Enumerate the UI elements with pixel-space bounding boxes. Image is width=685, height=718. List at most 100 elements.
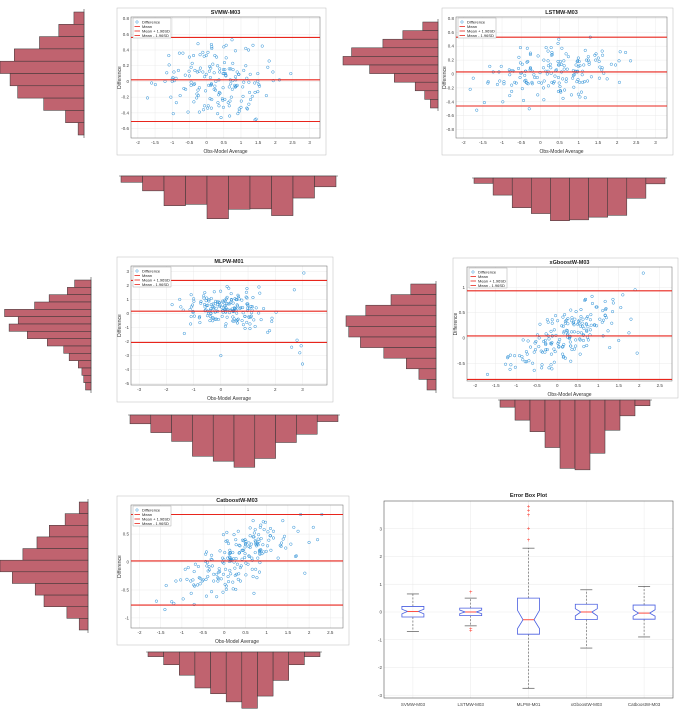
x-hist-bar: [275, 414, 297, 443]
difference-point: [576, 319, 581, 323]
difference-point: [592, 323, 597, 327]
x-hist-bar: [147, 651, 164, 657]
difference-point: [611, 301, 615, 305]
difference-point: [245, 107, 250, 111]
difference-point: [578, 95, 582, 99]
difference-point: [567, 336, 572, 340]
x-axis-label: Obs-Model Average: [207, 396, 251, 402]
difference-point: [533, 341, 537, 345]
difference-point: [226, 580, 231, 584]
difference-point: [264, 94, 268, 98]
difference-point: [189, 322, 193, 326]
difference-point: [579, 308, 583, 312]
difference-point: [635, 351, 639, 355]
difference-point: [249, 97, 253, 102]
difference-point: [565, 67, 569, 71]
x-hist-bar: [511, 177, 532, 208]
difference-point: [268, 534, 273, 538]
difference-point: [581, 338, 585, 343]
difference-point: [594, 52, 598, 56]
difference-point: [206, 50, 210, 54]
difference-point: [307, 540, 311, 545]
difference-point: [302, 271, 306, 275]
x-tick-label: 0.5: [575, 383, 582, 388]
difference-point: [242, 68, 246, 72]
x-hist-bar: [185, 175, 208, 205]
difference-point: [186, 566, 190, 570]
difference-point: [571, 73, 575, 77]
difference-point: [209, 83, 213, 87]
x-hist-bar: [316, 414, 339, 422]
difference-point: [540, 81, 544, 85]
difference-point: [549, 329, 553, 333]
difference-point: [557, 63, 561, 67]
difference-point: [213, 53, 217, 58]
y-hist-bar: [345, 315, 437, 327]
difference-point: [240, 298, 244, 302]
difference-point: [537, 336, 541, 340]
difference-point: [521, 338, 525, 342]
difference-point: [220, 314, 224, 318]
x-hist-bar: [194, 651, 211, 689]
difference-point: [253, 528, 257, 532]
legend-label: Mean - 1.96SD: [142, 33, 169, 38]
difference-point: [610, 321, 614, 325]
x-hist-bar: [604, 399, 621, 431]
y-hist-bar: [422, 21, 439, 31]
difference-point: [178, 297, 182, 302]
difference-point: [303, 571, 307, 575]
difference-point: [585, 315, 590, 319]
difference-point: [530, 69, 534, 73]
difference-point: [562, 64, 566, 68]
y-tick-label: 1: [126, 297, 129, 302]
y-hist-bar: [78, 618, 89, 631]
x-hist-bar: [607, 177, 628, 216]
y-hist-bar: [383, 347, 437, 359]
difference-point: [192, 83, 196, 87]
y-hist-bar: [34, 301, 92, 310]
difference-point: [572, 73, 576, 77]
y-tick-label: 3: [126, 269, 129, 274]
difference-point: [589, 75, 593, 79]
difference-point: [237, 551, 241, 555]
chart-title: SVMW-M03: [211, 10, 241, 16]
difference-point: [562, 342, 566, 347]
outlier-marker: +: [527, 509, 531, 515]
difference-point: [243, 543, 248, 547]
difference-point: [258, 525, 262, 529]
difference-point: [579, 315, 583, 319]
difference-point: [608, 346, 612, 350]
x-tick-label: 1: [247, 387, 250, 392]
x-hist-bar: [499, 399, 516, 408]
difference-point: [243, 545, 247, 549]
difference-point: [548, 62, 552, 66]
difference-point: [585, 328, 589, 332]
difference-point: [204, 72, 208, 76]
y-hist-bar: [369, 64, 439, 74]
difference-point: [579, 90, 583, 94]
difference-point: [245, 320, 249, 324]
difference-point: [244, 539, 248, 543]
x-tick-label: 0.5: [221, 140, 228, 145]
difference-point: [228, 548, 232, 552]
legend-label: Mean: [478, 274, 488, 279]
difference-point: [216, 112, 220, 116]
difference-point: [571, 76, 575, 80]
difference-point: [554, 314, 558, 318]
x-axis-label: Obs-Model Average: [547, 392, 591, 398]
difference-point: [543, 338, 547, 343]
difference-point: [600, 53, 605, 57]
difference-point: [586, 338, 590, 342]
difference-point: [225, 301, 229, 306]
difference-point: [606, 329, 610, 333]
difference-point: [216, 101, 220, 105]
difference-point: [498, 79, 502, 83]
y-tick-label: 0.2: [448, 58, 455, 63]
y-hist-bar: [390, 294, 437, 306]
difference-point: [254, 306, 258, 310]
difference-point: [204, 53, 208, 58]
y-hist-bar: [9, 73, 85, 87]
difference-point: [251, 295, 255, 300]
difference-point: [181, 597, 185, 601]
difference-point: [574, 310, 578, 314]
